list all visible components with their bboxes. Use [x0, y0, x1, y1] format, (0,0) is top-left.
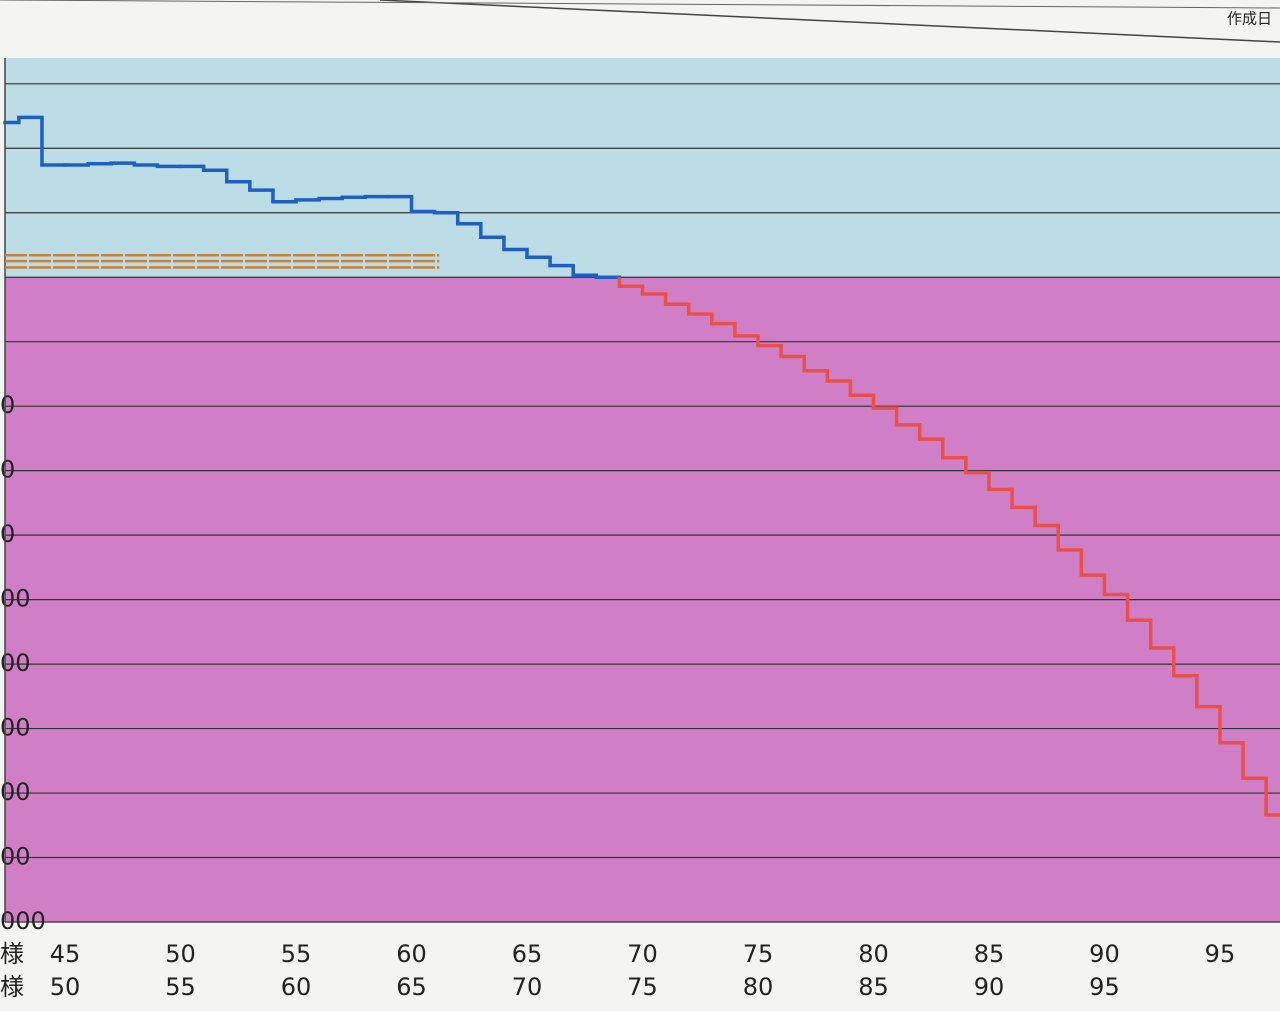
x-tick-label: 55 — [281, 940, 312, 968]
x-row2-label: 95 — [1089, 973, 1120, 1001]
x-tick-label: 75 — [743, 940, 774, 968]
date-label: 作成日 — [1227, 10, 1272, 28]
x-tick-label: 85 — [974, 940, 1005, 968]
page-rule — [379, 0, 1280, 43]
area-above — [5, 58, 1280, 278]
y-tick-label: 0 — [0, 520, 15, 548]
x-tick-label: 60 — [396, 940, 427, 968]
y-tick-label: 000 — [0, 907, 46, 935]
x-row2-label: 60 — [281, 973, 312, 1001]
x-row2-label: 85 — [858, 973, 889, 1001]
x-row2-label: 90 — [974, 973, 1005, 1001]
x-tick-label: 50 — [165, 940, 196, 968]
x-tick-label: 45 — [50, 940, 81, 968]
x-tick-label: 80 — [858, 940, 889, 968]
x-row2-label: 50 — [50, 973, 81, 1001]
x-row-label: 様 — [0, 940, 24, 968]
x-row-label: 様 — [0, 973, 24, 1001]
x-row2-label: 75 — [627, 973, 658, 1001]
x-tick-label: 90 — [1089, 940, 1120, 968]
x-tick-label: 65 — [512, 940, 543, 968]
page-rule — [0, 0, 1280, 9]
x-row2-label: 55 — [165, 973, 196, 1001]
y-tick-label: 0 — [0, 391, 15, 419]
x-tick-label: 95 — [1205, 940, 1236, 968]
x-row2-label: 65 — [396, 973, 427, 1001]
x-row2-label: 70 — [512, 973, 543, 1001]
x-row2-label: 80 — [743, 973, 774, 1001]
y-tick-label: 0 — [0, 456, 15, 484]
x-tick-label: 70 — [627, 940, 658, 968]
